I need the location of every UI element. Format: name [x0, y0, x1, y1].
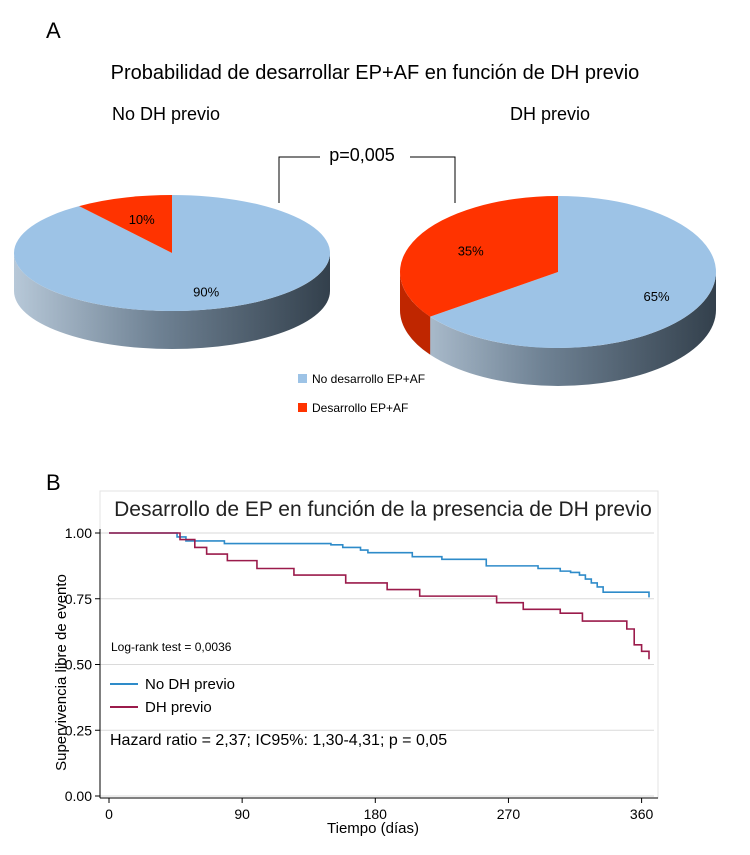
- pie-side-1: [400, 272, 716, 386]
- pie-charts: 10% 90% 35% 65% No desarrollo EP+AF Desarroll…: [14, 156, 716, 415]
- km-ytick-label-1: 0.25: [65, 722, 92, 738]
- panel-a-label: A: [46, 18, 61, 43]
- pie-slice-no-desarrollo-0: [14, 195, 331, 311]
- km-annotation-hazard: Hazard ratio = 2,37; IC95%: 1,30-4,31; p…: [110, 732, 447, 749]
- p-bracket-right: [410, 156, 456, 203]
- km-ytick-label-4: 1.00: [65, 525, 92, 541]
- pie-1: 35% 65%: [399, 195, 716, 386]
- km-xtick-label-0: 0: [105, 806, 113, 822]
- km-xtick-label-1: 90: [234, 806, 250, 822]
- km-xlabel: Tiempo (días): [327, 820, 419, 837]
- km-legend-label-1: DH previo: [145, 699, 212, 716]
- pie-side-red-1: [400, 272, 431, 355]
- km-xtick-label-3: 270: [497, 806, 521, 822]
- km-ylabel: Supervivencia libre de evento: [53, 574, 70, 771]
- km-title: Desarrollo de EP en función de la presen…: [114, 498, 652, 521]
- pie-slice-no-desarrollo-1: [430, 196, 716, 348]
- km-chart: Desarrollo de EP en función de la presen…: [53, 490, 659, 837]
- km-series-0: [109, 532, 650, 598]
- legend-label-1: Desarrollo EP+AF: [312, 401, 408, 415]
- pie-label-desarrollo-1: 35%: [458, 244, 484, 259]
- pie-label-desarrollo-0: 10%: [129, 212, 155, 227]
- pie-label-no-desarrollo-0: 90%: [193, 285, 219, 300]
- km-series-1: [109, 532, 650, 660]
- km-xtick-label-4: 360: [630, 806, 654, 822]
- panel-b-label: B: [46, 470, 61, 495]
- pie-label-dh: DH previo: [510, 104, 591, 124]
- legend-swatch-1: [298, 403, 307, 412]
- km-plot-frame: [99, 490, 659, 799]
- pie-slice-desarrollo-0: [79, 195, 172, 253]
- km-ytick-label-2: 0.50: [65, 657, 92, 673]
- p-bracket-left: [278, 156, 320, 203]
- legend-swatch-0: [298, 374, 307, 383]
- km-xtick-label-2: 180: [364, 806, 388, 822]
- km-ytick-label-3: 0.75: [65, 591, 92, 607]
- pie-slice-desarrollo-1: [399, 195, 558, 317]
- km-ytick-label-0: 0.00: [65, 788, 92, 804]
- legend-label-0: No desarrollo EP+AF: [312, 372, 425, 386]
- km-annotation-logrank: Log-rank test = 0,0036: [111, 640, 232, 654]
- pie-0: 10% 90%: [14, 195, 331, 349]
- pie-label-no-dh: No DH previo: [112, 104, 221, 124]
- pie-chart-title: Probabilidad de desarrollar EP+AF en fun…: [110, 62, 640, 84]
- pie-side-0: [14, 253, 330, 349]
- pie-label-no-desarrollo-1: 65%: [644, 289, 670, 304]
- km-legend-label-0: No DH previo: [145, 676, 235, 693]
- p-value-label: p=0,005: [329, 145, 395, 165]
